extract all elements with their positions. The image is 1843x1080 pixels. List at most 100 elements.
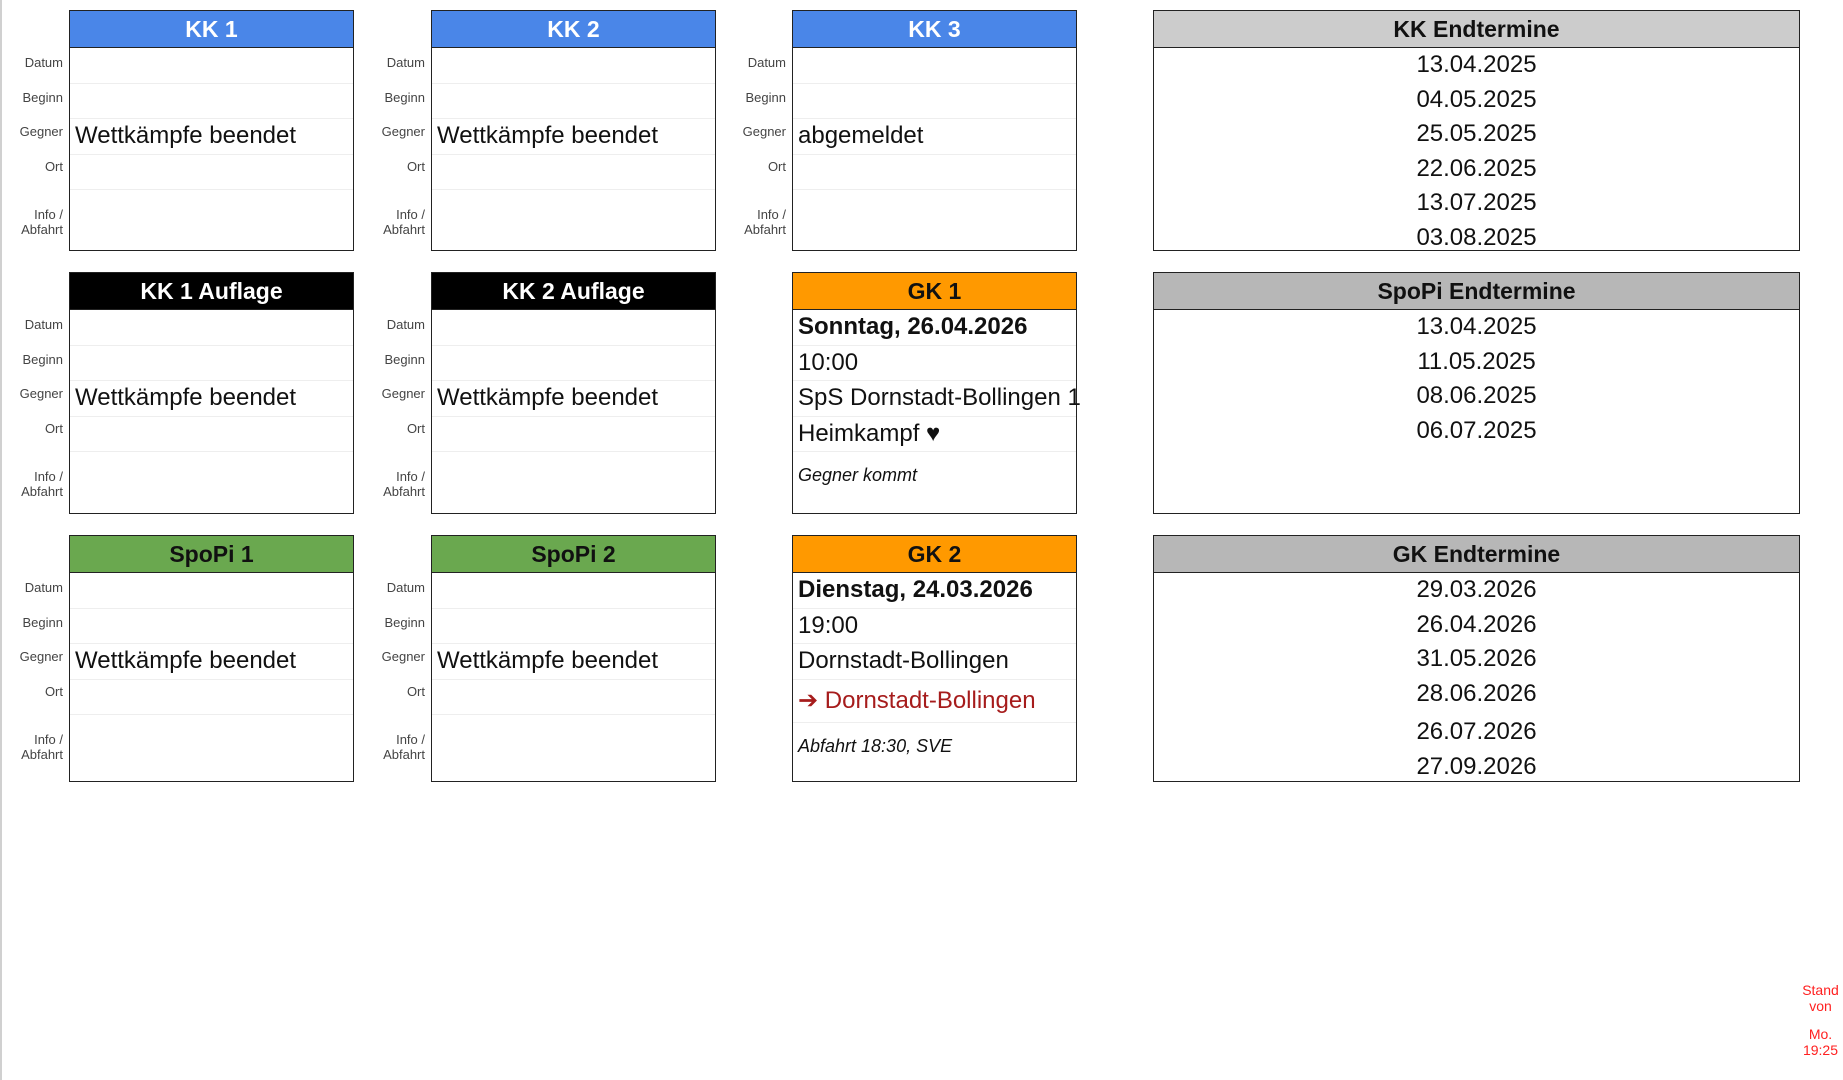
card-title: KK 2 (432, 11, 715, 48)
row-label-3: Ort (406, 158, 425, 174)
endtermine-box: GK Endtermine 29.03.2026 26.04.2026 31.05.2… (1153, 535, 1800, 782)
card-row-beginn (793, 84, 1076, 119)
card-row-gegner: SpS Dornstadt-Bollingen 1 (793, 381, 1081, 417)
row-label-0: Datum (747, 55, 786, 70)
row-label-0: Datum (24, 317, 63, 332)
endtermin-date: 13.04.2025 (1416, 313, 1537, 340)
last-updated-note: Stand von Mo. 19:25 (1798, 982, 1843, 1058)
row-label-2: Gegner (381, 386, 425, 401)
row-label-3: Ort (44, 420, 63, 436)
endtermin-date: 13.04.2025 (1416, 51, 1537, 78)
card-row-ort (793, 155, 1076, 190)
card-row-datum: Sonntag, 26.04.2026 (793, 310, 1076, 346)
row-label-3: Ort (44, 158, 63, 174)
card-row-info: Gegner kommt (798, 465, 918, 485)
card-row-gegner: Wettkämpfe beendet (432, 644, 715, 680)
team-card: GK 2 Dienstag, 24.03.2026 19:00 Dornstadt-B… (792, 535, 1077, 782)
row-label-0: Datum (386, 317, 425, 332)
endtermin-date: 26.07.2026 (1416, 718, 1537, 745)
row-labels: Datum Beginn Gegner Ort Info / Abfahrt (726, 46, 786, 237)
card-row-datum (70, 573, 353, 609)
row-label-info: Info / Abfahrt (365, 446, 425, 499)
row-label-2: Gegner (19, 124, 63, 139)
row-label-info-1: Info / (396, 469, 425, 484)
row-label-1: Beginn (384, 89, 425, 105)
team-card: GK 1 Sonntag, 26.04.2026 10:00 SpS Dornstad… (792, 272, 1081, 514)
card-row-gegner: Wettkämpfe beendet (432, 119, 715, 155)
row-label-2: Gegner (19, 386, 63, 401)
team-card: KK 2 Wettkämpfe beendet (431, 10, 716, 251)
row-label-info-2: Abfahrt (383, 747, 425, 762)
endtermine-box: KK Endtermine 13.04.2025 04.05.2025 25.05.2… (1153, 10, 1800, 251)
card-row-ort (70, 417, 353, 452)
endtermin-date: 08.06.2025 (1416, 382, 1537, 409)
card-row-ort (70, 680, 353, 715)
card-row-datum: Dienstag, 24.03.2026 (793, 573, 1076, 609)
row-label-0: Datum (24, 55, 63, 70)
row-label-info-2: Abfahrt (383, 222, 425, 237)
row-label-info-2: Abfahrt (21, 747, 63, 762)
row-labels: Datum Beginn Gegner Ort Info / Abfahrt (3, 308, 63, 499)
stand-line1: Stand (1802, 982, 1839, 998)
row-label-1: Beginn (22, 89, 63, 105)
row-label-info: Info / Abfahrt (3, 184, 63, 237)
card-title: SpoPi 1 (70, 536, 353, 573)
row-labels: Datum Beginn Gegner Ort Info / Abfahrt (365, 571, 425, 762)
team-card: KK 3 abgemeldet (792, 10, 1077, 251)
row-label-0: Datum (386, 580, 425, 595)
endtermin-date: 27.09.2026 (1416, 752, 1537, 780)
row-label-info: Info / Abfahrt (365, 709, 425, 762)
card-row-gegner: abgemeldet (793, 119, 1076, 155)
card-row-ort: Heimkampf ♥ (793, 417, 1076, 452)
row-label-info-1: Info / (34, 207, 63, 222)
card-row-gegner: Wettkämpfe beendet (70, 119, 353, 155)
stand-line3: Mo. (1808, 1026, 1833, 1042)
card-title: KK 2 Auflage (432, 273, 715, 310)
row-label-2: Gegner (381, 649, 425, 664)
team-card: SpoPi 1 Wettkämpfe beendet (69, 535, 354, 782)
row-label-info-2: Abfahrt (21, 484, 63, 499)
endtermine-title: SpoPi Endtermine (1154, 273, 1799, 310)
card-row-ort (432, 155, 715, 190)
row-label-0: Datum (386, 55, 425, 70)
endtermin-date: 06.07.2025 (1416, 416, 1537, 444)
row-label-1: Beginn (384, 351, 425, 367)
card-title: GK 2 (793, 536, 1076, 573)
row-labels: Datum Beginn Gegner Ort Info / Abfahrt (3, 46, 63, 237)
card-row-beginn (70, 84, 353, 119)
card-row-gegner: Wettkämpfe beendet (432, 381, 715, 417)
row-label-info: Info / Abfahrt (3, 446, 63, 499)
card-row-gegner: Dornstadt-Bollingen (793, 644, 1076, 680)
card-row-ort: ➔ Dornstadt-Bollingen (793, 680, 1076, 723)
row-label-info-1: Info / (34, 469, 63, 484)
card-row-ort (432, 417, 715, 452)
card-title: KK 1 (70, 11, 353, 48)
row-labels: Datum Beginn Gegner Ort Info / Abfahrt (3, 571, 63, 762)
row-label-info: Info / Abfahrt (3, 709, 63, 762)
endtermin-date: 29.03.2026 (1416, 576, 1537, 603)
endtermin-date: 25.05.2025 (1416, 120, 1537, 147)
endtermin-date: 31.05.2026 (1416, 645, 1537, 672)
endtermin-date: 26.04.2026 (1416, 610, 1537, 638)
card-row-info: Abfahrt 18:30, SVE (798, 735, 953, 756)
card-row-beginn (432, 609, 715, 644)
row-label-info-2: Abfahrt (383, 484, 425, 499)
card-title: GK 1 (793, 273, 1076, 310)
row-label-0: Datum (24, 580, 63, 595)
row-label-2: Gegner (381, 124, 425, 139)
row-labels: Datum Beginn Gegner Ort Info / Abfahrt (365, 46, 425, 237)
endtermin-date: 13.07.2025 (1416, 189, 1537, 216)
card-row-beginn: 10:00 (793, 346, 1076, 381)
team-card: KK 2 Auflage Wettkämpfe beendet (431, 272, 716, 514)
endtermine-box: SpoPi Endtermine 13.04.2025 11.05.2025 08.0… (1153, 272, 1800, 514)
row-label-info: Info / Abfahrt (726, 184, 786, 237)
card-title: KK 1 Auflage (70, 273, 353, 310)
card-row-gegner: Wettkämpfe beendet (70, 644, 353, 680)
card-row-ort (70, 155, 353, 190)
endtermine-title: KK Endtermine (1154, 11, 1799, 48)
stand-line2: von (1809, 998, 1832, 1014)
card-row-beginn (70, 609, 353, 644)
card-row-beginn (70, 346, 353, 381)
card-row-datum (432, 573, 715, 609)
row-label-2: Gegner (19, 649, 63, 664)
